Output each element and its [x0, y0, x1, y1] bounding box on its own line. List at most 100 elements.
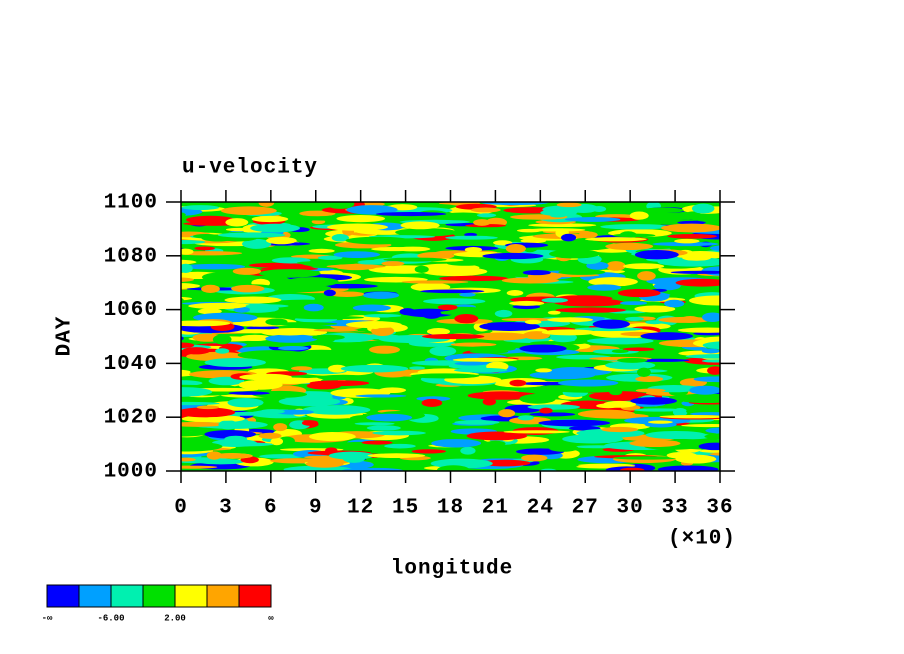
y-tick-label: 1080: [104, 245, 158, 268]
field-blob: [652, 241, 719, 247]
field-blob: [181, 212, 186, 218]
field-blob: [450, 342, 497, 347]
field-blob: [479, 459, 531, 467]
field-blob: [270, 437, 284, 446]
field-blob: [549, 359, 616, 368]
field-blob: [395, 246, 431, 252]
field-blob: [470, 207, 501, 213]
field-blob: [162, 283, 180, 289]
field-blob: [589, 391, 652, 401]
field-blob: [266, 236, 297, 245]
field-blob: [509, 379, 527, 387]
field-blob: [327, 223, 388, 231]
field-blob: [645, 320, 664, 325]
field-blob: [342, 453, 366, 463]
field-blob: [399, 308, 416, 316]
field-blob: [429, 346, 457, 357]
field-blob: [215, 348, 230, 354]
field-blob: [637, 271, 656, 281]
field-blob: [464, 246, 482, 253]
field-blob: [194, 246, 215, 251]
field-blob: [577, 409, 636, 419]
field-blob: [494, 309, 513, 318]
colorbar-swatch: [46, 584, 80, 608]
field-blob: [677, 327, 720, 333]
field-blob: [417, 252, 455, 260]
field-blob: [368, 322, 382, 329]
field-blob: [323, 289, 336, 297]
y-tick-label: 1060: [104, 299, 158, 322]
colorbar-label: ∞: [268, 613, 274, 623]
field-blob: [682, 255, 711, 261]
field-blob: [259, 454, 306, 459]
field-blob: [268, 322, 338, 326]
field-blob: [685, 354, 720, 359]
field-blob: [538, 419, 611, 427]
field-blob: [181, 283, 201, 289]
field-blob: [409, 366, 426, 370]
x-tick-label: 36: [706, 497, 733, 520]
field-blob: [547, 310, 561, 315]
field-blob: [421, 398, 443, 408]
field-blob: [227, 398, 264, 408]
field-blob: [688, 295, 720, 306]
field-blob: [547, 317, 594, 323]
field-blob: [183, 263, 246, 270]
field-blob: [645, 431, 707, 439]
field-blob: [592, 319, 630, 329]
field-blob: [262, 466, 285, 471]
field-blob: [473, 219, 491, 226]
field-blob: [292, 315, 365, 320]
field-blob: [704, 433, 720, 440]
x-tick-label: 12: [347, 497, 374, 520]
x-tick-label: 21: [482, 497, 509, 520]
field-blob: [670, 270, 720, 274]
field-blob: [702, 341, 720, 350]
field-blob: [528, 223, 597, 228]
field-blob: [439, 275, 508, 282]
field-blob: [381, 261, 405, 267]
field-blob: [220, 206, 277, 216]
field-blob: [274, 409, 314, 415]
field-blob: [722, 227, 744, 236]
field-blob: [181, 401, 220, 406]
x-tick-label: 6: [264, 497, 278, 520]
field-blob: [250, 223, 300, 233]
field-blob: [707, 366, 720, 375]
field-blob: [617, 357, 648, 363]
field-blob: [438, 310, 482, 316]
field-blob: [181, 259, 197, 265]
field-blob: [421, 309, 442, 319]
field-blob: [677, 220, 706, 225]
x-tick-label: 0: [174, 497, 188, 520]
field-blob: [459, 292, 476, 297]
field-blob: [485, 305, 504, 311]
field-blob: [558, 269, 606, 275]
y-axis-label: DAY: [54, 316, 77, 357]
field-blob: [302, 405, 371, 415]
field-blob: [375, 211, 447, 217]
field-blob: [622, 347, 655, 352]
field-blob: [165, 238, 181, 245]
field-blob: [164, 370, 177, 378]
field-blob: [204, 357, 266, 368]
field-blob: [535, 368, 552, 373]
field-blob: [512, 304, 541, 310]
field-blob: [634, 408, 683, 412]
field-blob: [465, 224, 507, 228]
field-blob: [181, 387, 213, 397]
field-blob: [251, 215, 289, 223]
field-blob: [259, 409, 285, 414]
contour-field: [162, 202, 744, 471]
field-blob: [181, 205, 220, 211]
colorbar-swatch: [142, 584, 176, 608]
field-blob: [181, 336, 184, 341]
colorbar-swatch: [238, 584, 272, 608]
field-blob: [522, 270, 551, 276]
field-blob: [231, 284, 265, 293]
field-blob: [530, 340, 588, 345]
field-blob: [361, 440, 393, 445]
field-blob: [505, 244, 526, 254]
field-blob: [640, 332, 693, 340]
